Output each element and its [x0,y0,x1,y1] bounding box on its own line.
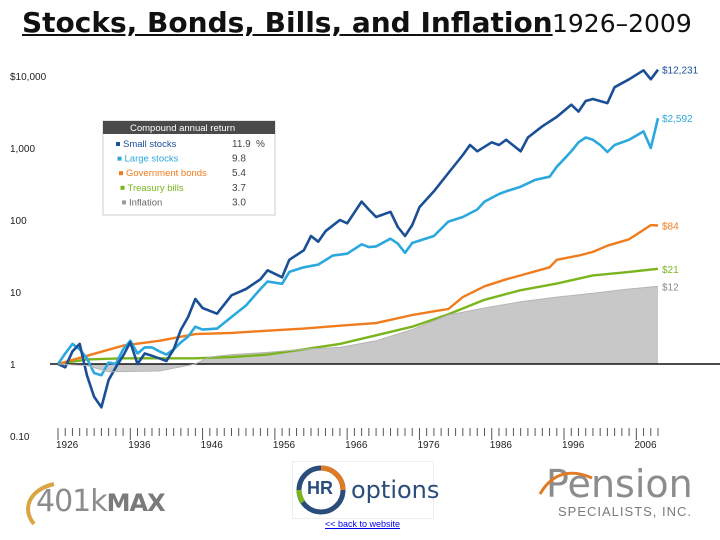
swoosh-icon [26,482,55,526]
hr-badge-icon [296,465,346,515]
inflation-area-fill [58,286,658,372]
legend-entry-value: 11.9 [232,139,251,150]
end-label: $2,592 [662,114,693,125]
hr-options-logo: HR options [292,461,439,519]
series-line-treasury-bills [57,267,659,366]
legend-swatch [119,171,123,176]
legend-entry-value: 9.8 [232,154,246,165]
legend-header [103,121,275,134]
x-tick-label: 1926 [56,440,79,451]
end-label: $21 [662,265,679,276]
legend-box [102,120,276,216]
series-lines [56,68,660,409]
title-years: 1926–2009 [552,9,692,38]
pension-swoosh-icon [538,471,593,495]
legend-entry-value: 3.7 [232,183,246,194]
y-axis: $10,000 1,000 100 10 1 0.10 [10,72,47,443]
x-tick-label: 1996 [562,440,585,451]
logo-hr-word: options [351,476,440,504]
x-tick-label: 2006 [634,440,657,451]
y-tick-label: 0.10 [10,432,30,443]
series-line-small-stocks [57,68,660,409]
logo-hr-badge: HR [307,478,333,498]
y-tick-label: $10,000 [10,72,47,83]
legend-entry-label: Large stocks [125,154,179,165]
x-tick-label: 1976 [417,440,440,451]
end-label: $84 [662,221,679,232]
pension-specialists-logo: Pension SPECIALISTS, INC. [538,462,715,522]
legend: Compound annual return Small stocks 11.9 % L… [102,120,276,216]
legend-swatch [116,142,120,146]
y-tick-label: 10 [10,288,22,299]
end-label: $12,231 [662,66,699,77]
401kmax-logo: 401kMAX [26,480,176,528]
legend-unit: % [256,139,265,150]
legend-swatch [120,185,125,190]
inflation-area [58,286,658,372]
legend-swatch [122,200,126,205]
legend-entry-label: Inflation [129,197,162,208]
page-title: Stocks, Bonds, Bills, and Inflation [22,6,553,39]
legend-title: Compound annual return [130,123,235,134]
x-tick-label: 1986 [490,440,513,451]
back-to-website-link[interactable]: << back to website [325,519,401,529]
y-tick-label: 100 [10,216,27,227]
x-tick-label: 1956 [273,440,296,451]
end-labels: $12,231 $2,592 $84 $21 $12 [662,66,699,294]
x-tick-label: 1966 [345,440,368,451]
logo-401k-bold: MAX [106,489,166,517]
series-line-inflation [57,285,659,373]
y-tick-label: 1,000 [10,144,35,155]
legend-entry-label: Government bonds [126,168,207,179]
logo-pension-word: Pension [546,462,693,506]
logo-pension-sub: SPECIALISTS, INC. [558,504,693,519]
legend-entry-label: Treasury bills [128,183,184,194]
y-tick-label: 1 [10,360,16,371]
end-label: $12 [662,282,679,293]
legend-entry-value: 5.4 [232,168,246,179]
x-tick-label: 1936 [128,440,151,451]
logo-401k-word: 401k [36,484,108,519]
legend-swatch [117,156,122,161]
legend-entry-value: 3.0 [232,197,246,208]
legend-entry-label: Small stocks [123,139,177,150]
series-line-government-bonds [57,223,659,366]
x-tick-label: 1946 [201,440,224,451]
x-axis: 1926 1936 1946 1956 1966 1976 1986 1996 2006 [56,428,659,451]
